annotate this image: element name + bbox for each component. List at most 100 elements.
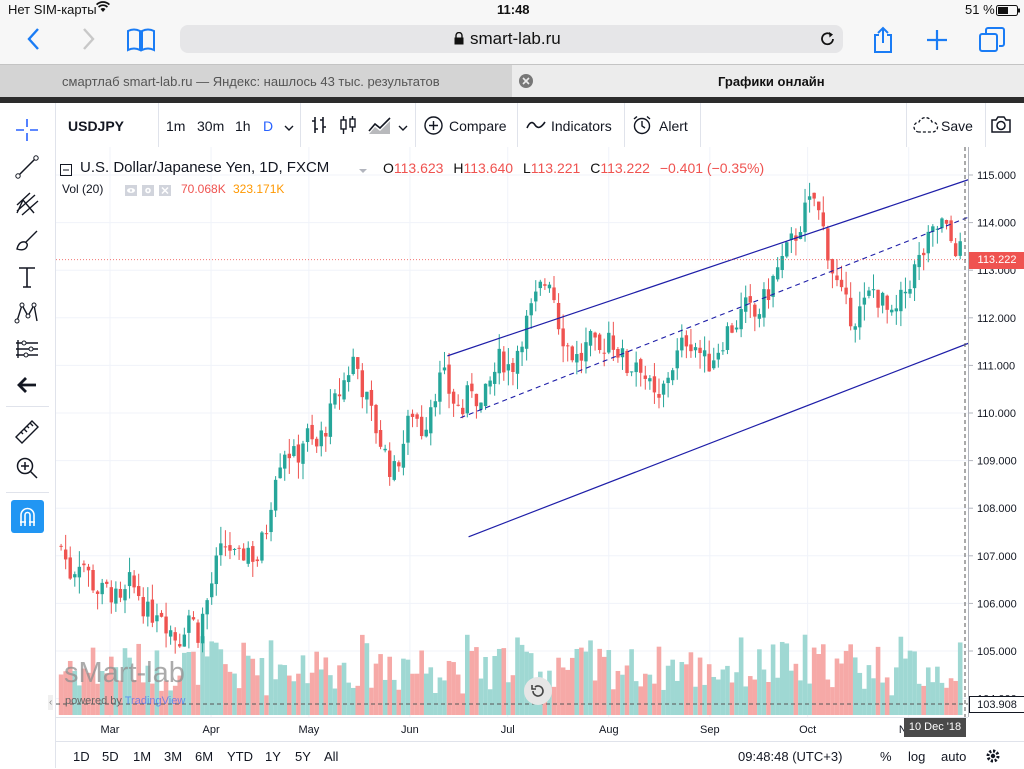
price-chart[interactable]	[56, 147, 968, 717]
interval-d[interactable]: D	[263, 118, 274, 134]
close-tab-icon[interactable]	[518, 73, 534, 94]
alert-button[interactable]: Alert	[659, 118, 688, 134]
time-tick-label: Sep	[700, 724, 720, 736]
back-icon[interactable]	[26, 27, 40, 55]
settings-icon[interactable]	[142, 183, 154, 201]
range-all[interactable]: All	[324, 749, 339, 764]
candle-body	[835, 275, 839, 281]
range-5d[interactable]: 5D	[102, 749, 119, 764]
candle-body	[136, 586, 141, 597]
eye-icon[interactable]	[125, 183, 137, 201]
candles-icon[interactable]	[339, 115, 357, 140]
bookmarks-icon[interactable]	[126, 27, 156, 58]
symbol-search[interactable]: USDJPY	[68, 118, 125, 134]
volume-bar	[766, 682, 771, 715]
time-axis[interactable]: MarAprMayJunJulAugSepOctNov 10 Dec '18	[56, 717, 968, 740]
candle-body	[520, 346, 524, 353]
prediction-tools-icon[interactable]	[14, 336, 40, 362]
add-compare-icon[interactable]	[424, 116, 443, 140]
arrow-left-icon[interactable]	[14, 372, 40, 398]
volume-bar	[884, 677, 890, 715]
range-1y[interactable]: 1Y	[265, 749, 281, 764]
volume-bar	[830, 687, 835, 715]
volume-bar	[852, 657, 858, 715]
candle-body	[848, 297, 853, 327]
volume-bar	[798, 680, 803, 715]
chevron-down-icon[interactable]	[358, 163, 368, 181]
text-tool-icon[interactable]	[14, 264, 40, 290]
range-5y[interactable]: 5Y	[295, 749, 311, 764]
candle-body	[561, 328, 565, 347]
tab-smartlab-search[interactable]: смартлаб smart-lab.ru — Яндекс: нашлось …	[0, 65, 512, 98]
pattern-icon[interactable]	[14, 300, 40, 326]
candle-body	[415, 414, 419, 419]
range-1m[interactable]: 1M	[133, 749, 152, 764]
camera-icon[interactable]	[990, 115, 1012, 139]
channel-upper-line	[447, 179, 968, 357]
indicators-button[interactable]: Indicators	[551, 118, 612, 134]
candle-body	[123, 589, 127, 601]
ruler-icon[interactable]	[14, 419, 40, 445]
chart-pane[interactable]: U.S. Dollar/Japanese Yen, 1D, FXCM O113.…	[48, 147, 968, 717]
battery-text: 51 %	[965, 2, 995, 17]
series-title: U.S. Dollar/Japanese Yen, 1D, FXCM	[80, 159, 330, 176]
price-tick-label: 109.000	[977, 456, 1017, 468]
forward-icon[interactable]	[82, 27, 96, 55]
volume-bar	[387, 656, 393, 715]
share-icon[interactable]	[872, 26, 894, 59]
candle-body	[753, 304, 757, 317]
price-axis[interactable]: 104.000105.000106.000107.000108.000109.0…	[968, 147, 1024, 717]
bars-icon[interactable]	[310, 115, 328, 140]
chevron-down-icon[interactable]	[398, 120, 408, 138]
candle-body	[278, 467, 282, 479]
save-button[interactable]: Save	[941, 118, 973, 134]
tab-title: смартлаб smart-lab.ru — Яндекс: нашлось …	[62, 74, 440, 89]
volume-bar	[925, 667, 931, 715]
magnet-button[interactable]	[11, 500, 44, 533]
range-ytd[interactable]: YTD	[227, 749, 253, 764]
collapse-legend-icon[interactable]	[60, 163, 72, 181]
trend-line-icon[interactable]	[14, 154, 40, 180]
range-1d[interactable]: 1D	[73, 749, 90, 764]
log-scale-toggle[interactable]: log	[908, 749, 926, 764]
indicators-icon[interactable]	[526, 118, 546, 137]
pitchfork-icon[interactable]	[14, 191, 40, 217]
chevron-down-icon[interactable]	[284, 120, 294, 138]
candle-body	[639, 359, 643, 373]
candle-body	[940, 218, 944, 229]
zoom-in-icon[interactable]	[14, 455, 40, 481]
area-chart-icon[interactable]	[368, 115, 392, 140]
range-6m[interactable]: 6M	[195, 749, 214, 764]
candle-body	[91, 570, 95, 591]
scroll-left-icon[interactable]: ‹	[48, 695, 54, 710]
interval-1h[interactable]: 1h	[235, 118, 251, 134]
new-tab-icon[interactable]	[926, 29, 948, 56]
tab-charts-online[interactable]: Графики онлайн	[512, 65, 1024, 98]
tabs-icon[interactable]	[979, 27, 1005, 58]
remove-icon[interactable]	[159, 183, 171, 201]
auto-scale-toggle[interactable]: auto	[941, 749, 967, 764]
volume-bar	[784, 643, 790, 715]
volume-bar	[921, 685, 926, 715]
candle-body	[442, 367, 447, 371]
brush-icon[interactable]	[14, 227, 40, 253]
gear-icon[interactable]	[985, 748, 1001, 769]
candle-body	[570, 346, 574, 361]
address-bar[interactable]: smart-lab.ru	[180, 25, 843, 53]
interval-1m[interactable]: 1m	[166, 118, 186, 134]
candle-body	[858, 306, 862, 328]
range-3m[interactable]: 3M	[164, 749, 183, 764]
crosshair-icon[interactable]	[14, 117, 40, 143]
percent-scale-toggle[interactable]: %	[880, 749, 892, 764]
candle-body	[817, 201, 821, 211]
compare-button[interactable]: Compare	[449, 118, 507, 134]
cloud-icon[interactable]	[913, 116, 939, 138]
clock-timezone[interactable]: 09:48:48 (UTC+3)	[738, 749, 843, 764]
interval-30m[interactable]: 30m	[197, 118, 225, 134]
candle-body	[246, 547, 250, 564]
candle-body	[702, 350, 707, 357]
alarm-clock-icon[interactable]	[632, 115, 652, 140]
reload-icon[interactable]	[820, 30, 836, 52]
reset-chart-button[interactable]	[524, 677, 552, 705]
volume-bar	[820, 644, 826, 715]
